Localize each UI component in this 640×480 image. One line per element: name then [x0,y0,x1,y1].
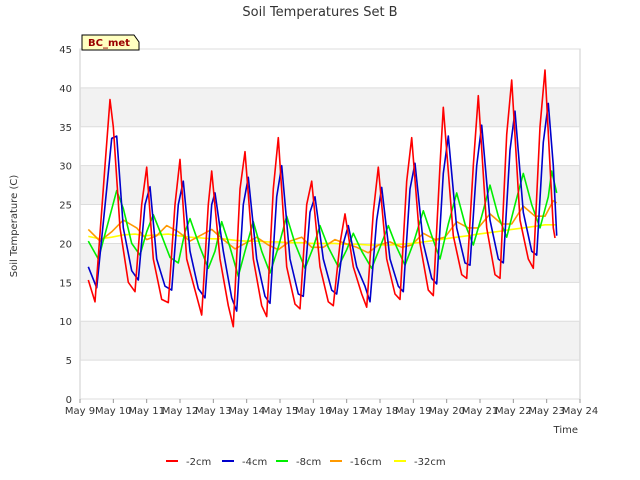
x-tick-label: May 22 [495,406,532,417]
x-tick-label: May 21 [462,406,499,417]
x-tick-label: May 16 [295,406,332,417]
x-tick-label: May 23 [528,406,565,417]
series-lines [87,69,558,328]
y-axis-label: Soil Temperature (C) [9,175,20,278]
x-tick-label: May 20 [428,406,465,417]
x-tick-label: May 9 [65,406,95,417]
y-tick-label: 45 [59,45,72,56]
legend-item: -32cm [394,457,446,468]
background-band [80,165,580,205]
y-tick-label: 25 [59,201,72,212]
y-tick-label: 35 [59,123,72,134]
x-tick-label: May 24 [562,406,599,417]
legend-label: -32cm [414,457,446,468]
annotation-box: BC_met [81,34,140,51]
annotation-label: BC_met [88,38,130,49]
legend: -2cm -4cm -8cm -16cm -32cm [166,457,446,468]
legend-item: -16cm [330,457,382,468]
legend-label: -4cm [242,457,267,468]
chart-title: Soil Temperatures Set B [242,5,397,20]
legend-label: -16cm [350,457,382,468]
legend-item: -2cm [166,457,211,468]
y-tick-label: 10 [59,317,72,328]
x-tick-label: May 19 [395,406,432,417]
y-tick-label: 0 [66,395,72,406]
y-tick-label: 20 [59,239,72,250]
y-axis-ticks: 0 5 10 15 20 25 30 35 40 45 [59,45,72,406]
legend-label: -8cm [296,457,321,468]
x-tick-label: May 13 [195,406,232,417]
x-tick-label: May 17 [328,406,365,417]
x-tick-label: May 11 [128,406,165,417]
legend-label: -2cm [186,457,211,468]
series-line-16cm [87,199,558,254]
background-band [80,321,580,361]
legend-item: -8cm [276,457,321,468]
series-line-8cm [87,170,558,277]
legend-item: -4cm [222,457,267,468]
x-axis-label: Time [553,425,578,436]
series-line-4cm [87,102,558,312]
x-tick-label: May 15 [262,406,299,417]
x-tick-label: May 14 [228,406,265,417]
y-tick-label: 40 [59,84,72,95]
y-tick-label: 5 [66,356,72,367]
x-tick-label: May 12 [162,406,199,417]
y-tick-label: 30 [59,162,72,173]
y-tick-label: 15 [59,278,72,289]
x-tick-label: May 18 [362,406,399,417]
series-line-32cm [88,224,557,246]
series-line-2cm [87,69,556,328]
background-band [80,87,580,127]
x-tick-label: May 10 [95,406,132,417]
